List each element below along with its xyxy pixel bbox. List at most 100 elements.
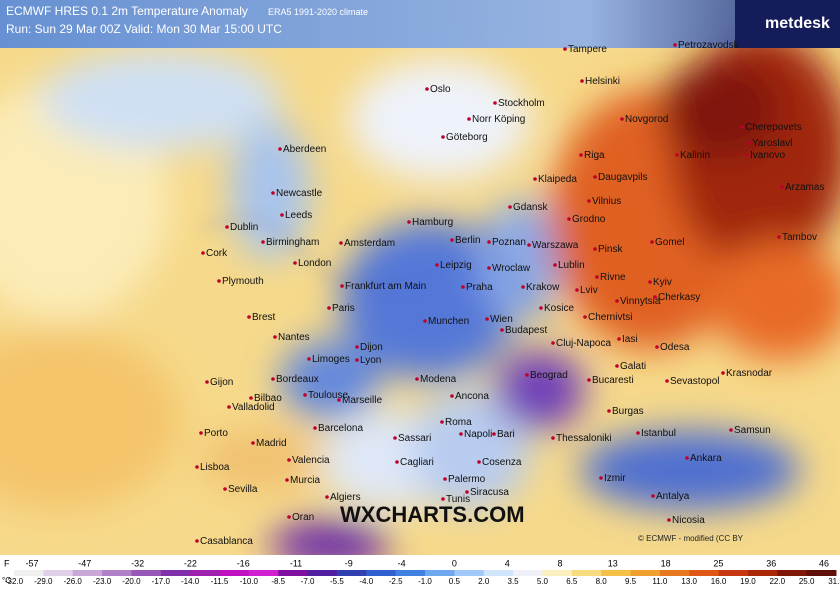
city-label: Bari — [497, 429, 515, 440]
city-dot — [247, 315, 251, 319]
colorbar-segment — [571, 570, 602, 576]
city-label: Gijon — [210, 377, 233, 388]
celsius-label: 5.0 — [537, 577, 549, 586]
title: ECMWF HRES 0.1 2m Temperature Anomaly — [6, 4, 248, 18]
city-dot — [487, 240, 491, 244]
fahrenheit-label: 13 — [608, 558, 618, 568]
city-label: Plymouth — [222, 276, 264, 287]
city-label: Nicosia — [672, 515, 705, 526]
colorbar-segment — [278, 570, 309, 576]
city-dot — [667, 518, 671, 522]
city-dot — [393, 436, 397, 440]
colorbar-segment — [777, 570, 808, 576]
colorbar-segment — [219, 570, 250, 576]
city-label: Cosenza — [482, 457, 522, 468]
city-dot — [580, 79, 584, 83]
city-label: Berlin — [455, 235, 481, 246]
celsius-label: 6.5 — [566, 577, 578, 586]
city-label: Munchen — [428, 316, 469, 327]
city-label: Birmingham — [266, 237, 319, 248]
city-label: Daugavpils — [598, 172, 647, 183]
logo-box — [735, 0, 840, 48]
city-label: Hamburg — [412, 217, 453, 228]
city-label: Dublin — [230, 222, 258, 233]
fahrenheit-label: -57 — [25, 558, 38, 568]
city-dot — [477, 460, 481, 464]
city-dot — [650, 240, 654, 244]
fahrenheit-label: -22 — [184, 558, 197, 568]
city-dot — [673, 43, 677, 47]
city-label: Helsinki — [585, 76, 620, 87]
city-label: Algiers — [330, 492, 361, 503]
city-dot — [563, 47, 567, 51]
city-dot — [407, 220, 411, 224]
colorbar-segment — [659, 570, 690, 576]
city-label: Porto — [204, 428, 228, 439]
fahrenheit-label: -16 — [237, 558, 250, 568]
city-dot — [303, 393, 307, 397]
city-dot — [251, 441, 255, 445]
city-dot — [500, 328, 504, 332]
city-label: Kosice — [544, 303, 574, 314]
city-label: Wroclaw — [492, 263, 531, 274]
colorbar-segment — [806, 570, 837, 576]
city-label: Marseille — [342, 395, 382, 406]
city-dot — [607, 409, 611, 413]
city-label: Petrozavodsk — [678, 40, 740, 51]
colorbar-segment — [425, 570, 455, 576]
colorbar-segment — [542, 570, 573, 576]
city-dot — [485, 317, 489, 321]
city-label: Leipzig — [440, 260, 472, 271]
city-dot — [493, 101, 497, 105]
city-label: Krakow — [526, 282, 560, 293]
city-dot — [280, 213, 284, 217]
city-label: Cherepovets — [745, 122, 802, 133]
city-dot — [747, 141, 751, 145]
city-dot — [579, 153, 583, 157]
city-label: Madrid — [256, 438, 287, 449]
colorbar-segment — [14, 570, 44, 576]
celsius-label: 25.0 — [799, 577, 815, 586]
city-dot — [425, 87, 429, 91]
city-dot — [780, 185, 784, 189]
city-dot — [777, 235, 781, 239]
city-dot — [527, 243, 531, 247]
fahrenheit-label: 25 — [713, 558, 723, 568]
fahrenheit-label: -32 — [131, 558, 144, 568]
celsius-label: 9.5 — [625, 577, 637, 586]
city-dot — [271, 377, 275, 381]
city-label: Brest — [252, 312, 276, 323]
city-label: Pinsk — [598, 244, 623, 255]
city-label: Cagliari — [400, 457, 434, 468]
celsius-label: 3.5 — [508, 577, 520, 586]
city-label: Cluj-Napoca — [556, 338, 611, 349]
city-dot — [567, 217, 571, 221]
logo: metdesk — [765, 15, 830, 32]
city-dot — [337, 398, 341, 402]
colorbar-segment — [483, 570, 514, 576]
credit: © ECMWF - modified (CC BY — [638, 534, 744, 543]
colorbar-segment — [131, 570, 162, 576]
city-dot — [217, 279, 221, 283]
celsius-label: -10.0 — [240, 577, 259, 586]
city-dot — [459, 432, 463, 436]
city-label: Oslo — [430, 84, 451, 95]
city-label: Galati — [620, 361, 646, 372]
city-dot — [423, 319, 427, 323]
city-dot — [355, 345, 359, 349]
city-dot — [539, 306, 543, 310]
celsius-label: -11.5 — [211, 577, 229, 586]
celsius-label: 16.0 — [711, 577, 727, 586]
city-dot — [575, 288, 579, 292]
city-dot — [415, 377, 419, 381]
city-dot — [595, 275, 599, 279]
city-label: Ankara — [690, 453, 722, 464]
city-label: Thessaloniki — [556, 433, 612, 444]
city-label: Norr Köping — [472, 114, 525, 125]
celsius-label: -7.0 — [301, 577, 315, 586]
city-label: Barcelona — [318, 423, 363, 434]
fahrenheit-label: -47 — [78, 558, 91, 568]
city-dot — [551, 436, 555, 440]
colorbar-segment — [366, 570, 397, 576]
